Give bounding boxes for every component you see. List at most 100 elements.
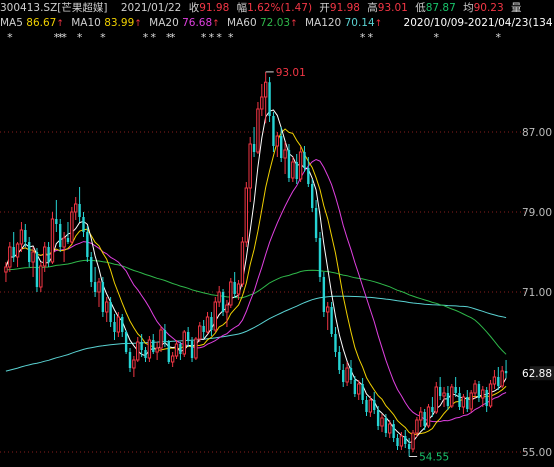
candle-body bbox=[438, 387, 442, 396]
event-star-marker: * bbox=[151, 31, 157, 44]
ma20-value: 76.68 bbox=[182, 17, 213, 29]
event-star-marker: * bbox=[228, 31, 234, 44]
candle-body bbox=[252, 144, 256, 152]
candle-body bbox=[477, 384, 481, 398]
candle-body bbox=[213, 301, 217, 331]
candle-body bbox=[8, 246, 12, 268]
event-star-marker: * bbox=[57, 31, 63, 44]
candle-body bbox=[210, 317, 213, 330]
candle-body bbox=[74, 203, 78, 213]
candle-body bbox=[202, 326, 205, 332]
candle-body bbox=[260, 96, 264, 110]
event-star-marker: * bbox=[209, 31, 215, 44]
candle-body bbox=[338, 352, 341, 370]
candle-body bbox=[221, 292, 225, 312]
candle-body bbox=[256, 108, 260, 153]
candle-body bbox=[163, 330, 167, 342]
candle-body bbox=[105, 301, 109, 313]
event-star-marker: * bbox=[61, 31, 67, 44]
ma60-value: 72.03 bbox=[260, 17, 291, 29]
ma60-line bbox=[5, 259, 507, 355]
candle-body bbox=[458, 393, 461, 407]
candle-body bbox=[147, 339, 152, 359]
candle-body bbox=[198, 325, 202, 340]
event-star-marker: * bbox=[496, 31, 502, 44]
candle-body bbox=[334, 334, 337, 352]
candle-body bbox=[407, 444, 411, 449]
event-star-marker: * bbox=[201, 31, 207, 44]
candle-body bbox=[78, 204, 81, 217]
candle-body bbox=[205, 316, 210, 333]
candle-body bbox=[283, 149, 287, 159]
moving-average-lines bbox=[5, 109, 507, 444]
candle-body bbox=[140, 342, 143, 350]
event-star-marker: * bbox=[7, 31, 13, 44]
candle-body bbox=[396, 438, 399, 446]
candle-body bbox=[454, 387, 457, 393]
ma60-up-arrow-icon: ↑ bbox=[290, 19, 298, 29]
candle-body bbox=[248, 143, 252, 189]
candle-body bbox=[66, 238, 70, 242]
candle-body bbox=[330, 307, 333, 334]
candle-body bbox=[159, 329, 163, 349]
candle-body bbox=[144, 350, 147, 358]
candle-body bbox=[121, 317, 124, 332]
candle-body bbox=[182, 331, 186, 355]
candle-body bbox=[357, 383, 361, 395]
candle-body bbox=[59, 224, 62, 247]
candle-body bbox=[326, 306, 330, 313]
candle-body bbox=[275, 135, 280, 147]
candle-body bbox=[152, 340, 155, 352]
ma120-label: MA120 bbox=[304, 17, 342, 29]
candle-body bbox=[19, 229, 24, 245]
event-star-marker: * bbox=[100, 31, 106, 44]
candle-body bbox=[186, 332, 190, 341]
candle-body bbox=[124, 332, 128, 352]
axis-labels: 87.00 79.00 71.00 62.88 55.00 93.01 54.55 bbox=[265, 67, 554, 464]
candle-body bbox=[481, 389, 485, 399]
candle-body bbox=[384, 418, 388, 433]
candle-body bbox=[485, 390, 488, 406]
candle-body bbox=[342, 370, 345, 382]
candle-body bbox=[55, 219, 58, 224]
candle-body bbox=[244, 187, 249, 243]
candle-body bbox=[86, 232, 89, 257]
ma5-up-arrow-icon: ↑ bbox=[56, 19, 64, 29]
candle-body bbox=[504, 371, 508, 374]
ma10-up-arrow-icon: ↑ bbox=[134, 19, 142, 29]
candle-body bbox=[240, 241, 245, 285]
candle-body bbox=[373, 400, 376, 410]
stock-info-bar: 300413.SZ[芒果超媒] 2021/01/22 收91.98 幅1.62%… bbox=[0, 0, 554, 16]
candle-body bbox=[179, 344, 182, 354]
candle-body bbox=[167, 342, 170, 362]
candle-body bbox=[446, 393, 450, 406]
candle-body bbox=[411, 432, 415, 450]
event-star-marker: * bbox=[434, 31, 440, 44]
candle-body bbox=[307, 168, 310, 184]
candle-body bbox=[399, 435, 404, 447]
candle-body bbox=[194, 338, 198, 359]
candle-body bbox=[473, 383, 477, 394]
candle-body bbox=[82, 217, 85, 232]
candle-body bbox=[97, 281, 101, 293]
min-price-label: 54.55 bbox=[419, 452, 449, 464]
quote-date: 2021/01/22 bbox=[120, 2, 182, 14]
candle-body bbox=[31, 251, 35, 263]
ma-legend: MA5 86.67↑ MA10 83.99↑ MA20 76.68↑ MA60 … bbox=[0, 15, 554, 31]
candle-body bbox=[43, 246, 47, 267]
candle-body bbox=[268, 82, 271, 116]
high-value: 93.01 bbox=[377, 2, 408, 14]
candle-body bbox=[116, 316, 121, 333]
open-value: 91.98 bbox=[329, 2, 360, 14]
ma5-label: MA5 bbox=[0, 17, 23, 29]
low-value: 87.87 bbox=[425, 2, 456, 14]
ma120-value: 70.14 bbox=[344, 17, 375, 29]
ma120-line bbox=[5, 295, 507, 372]
event-star-marker: * bbox=[77, 31, 83, 44]
open-label: 开 bbox=[319, 2, 330, 14]
ma60-label: MA60 bbox=[227, 17, 257, 29]
ma20-up-arrow-icon: ↑ bbox=[212, 19, 220, 29]
date-range: 2020/10/09-2021/04/23(134日) bbox=[403, 17, 554, 29]
candle-body bbox=[217, 291, 221, 303]
candle-body bbox=[229, 281, 233, 306]
